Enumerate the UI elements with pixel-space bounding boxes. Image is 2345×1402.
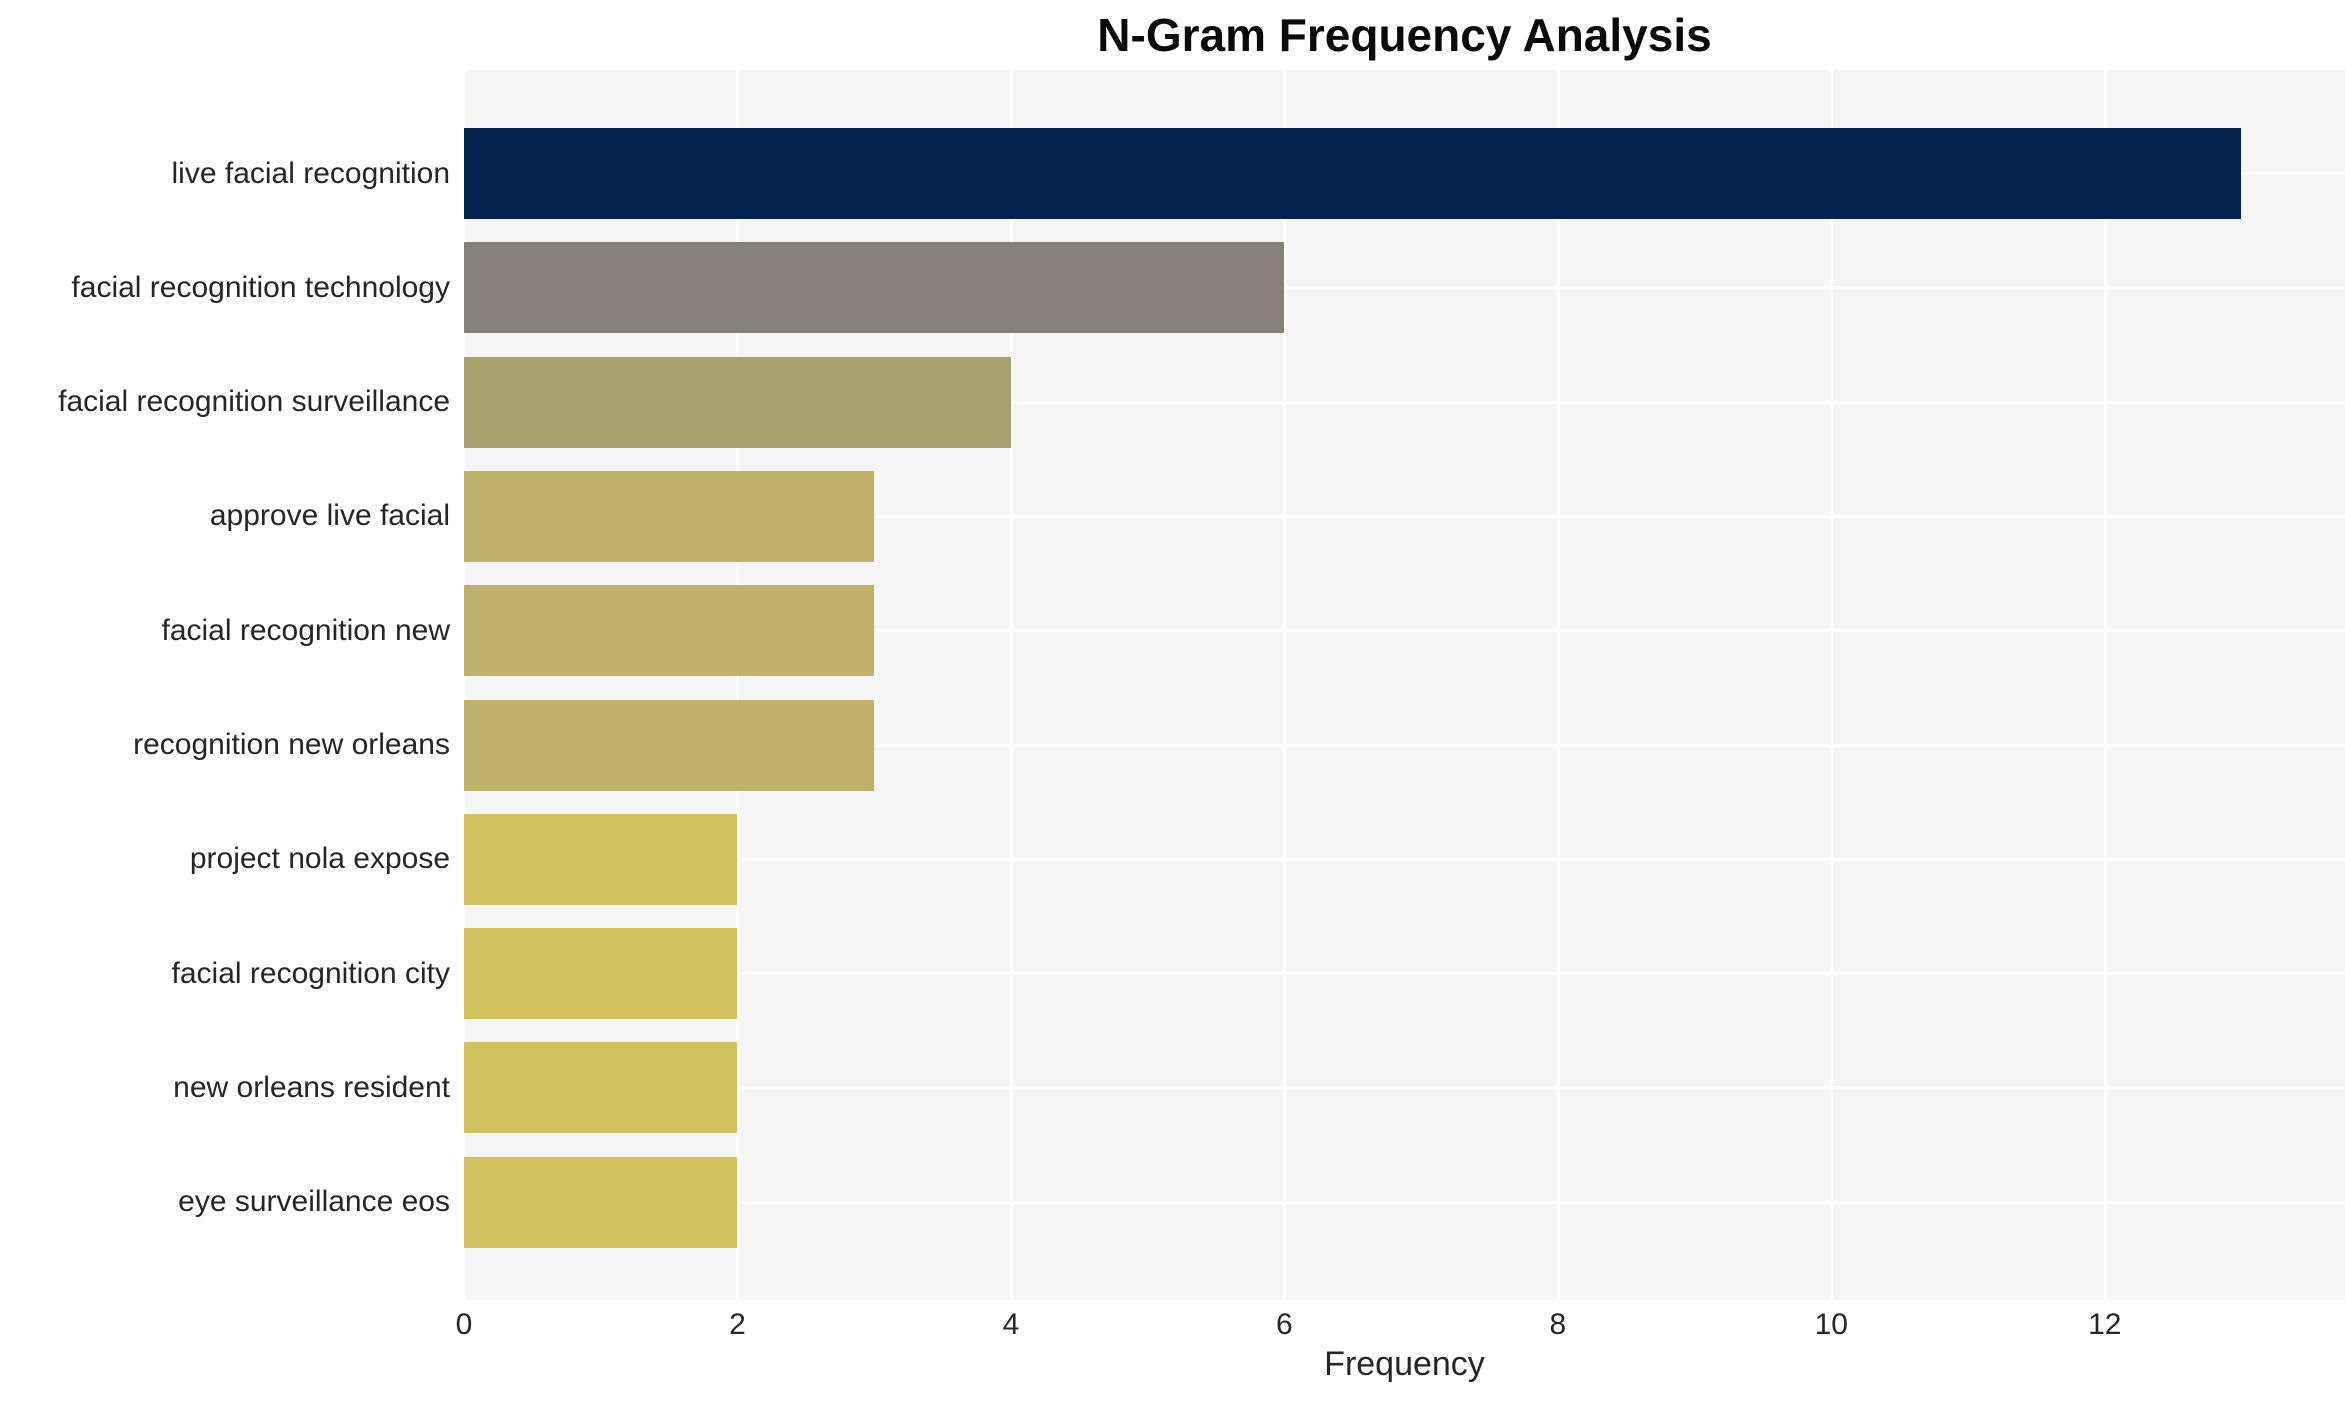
bar-project-nola-expose (464, 813, 738, 905)
x-tick-label: 12 (2088, 1308, 2122, 1341)
y-gridline (464, 629, 2345, 633)
x-tick-label: 6 (1276, 1308, 1293, 1341)
y-gridline (464, 1200, 2345, 1204)
x-gridline (1009, 70, 1013, 1300)
bar-facial-recognition-new (464, 585, 875, 677)
y-gridline (464, 514, 2345, 518)
y-tick-label: project nola expose (189, 842, 450, 876)
x-tick-label: 8 (1549, 1308, 1567, 1341)
x-tick-label: 10 (1814, 1308, 1848, 1341)
y-gridline (464, 400, 2345, 404)
y-tick-label: live facial recognition (171, 156, 450, 190)
bar-facial-recognition-city (464, 928, 738, 1020)
x-tick-label: 4 (1002, 1308, 1020, 1341)
bar-eye-surveillance-eos (464, 1156, 738, 1248)
bar-live-facial-recognition (464, 128, 2242, 219)
y-tick-label: recognition new orleans (133, 728, 450, 761)
bar-approve-live-facial (464, 470, 875, 562)
bar-recognition-new-orleans (464, 699, 875, 791)
y-tick-label: facial recognition city (171, 956, 450, 990)
y-tick-label: new orleans resident (173, 1070, 450, 1104)
y-gridline (464, 286, 2345, 290)
y-gridline (464, 1086, 2345, 1090)
chart-title: N-Gram Frequency Analysis (1097, 9, 1712, 61)
y-gridline (464, 972, 2345, 976)
x-gridline (1283, 70, 1287, 1300)
plot-area (463, 70, 2345, 1300)
x-tick-label: 0 (455, 1308, 473, 1341)
x-gridline (2103, 70, 2107, 1300)
x-gridline (463, 70, 466, 1300)
bar-new-orleans-resident (464, 1042, 738, 1134)
x-gridline (1556, 70, 1560, 1300)
y-tick-label: approve live facial (209, 499, 450, 533)
bar-facial-recognition-surveillance (464, 356, 1011, 448)
y-tick-label: facial recognition surveillance (58, 385, 450, 419)
y-gridline (464, 743, 2345, 747)
y-tick-label: eye surveillance eos (178, 1185, 450, 1219)
x-axis-title: Frequency (1324, 1345, 1485, 1383)
x-gridline (736, 70, 740, 1300)
y-gridline (464, 857, 2345, 861)
bar-facial-recognition-technology (464, 242, 1285, 334)
y-tick-label: facial recognition new (161, 613, 450, 647)
x-gridline (1830, 70, 1834, 1300)
y-tick-label: facial recognition technology (71, 270, 450, 304)
x-tick-label: 2 (729, 1308, 746, 1341)
